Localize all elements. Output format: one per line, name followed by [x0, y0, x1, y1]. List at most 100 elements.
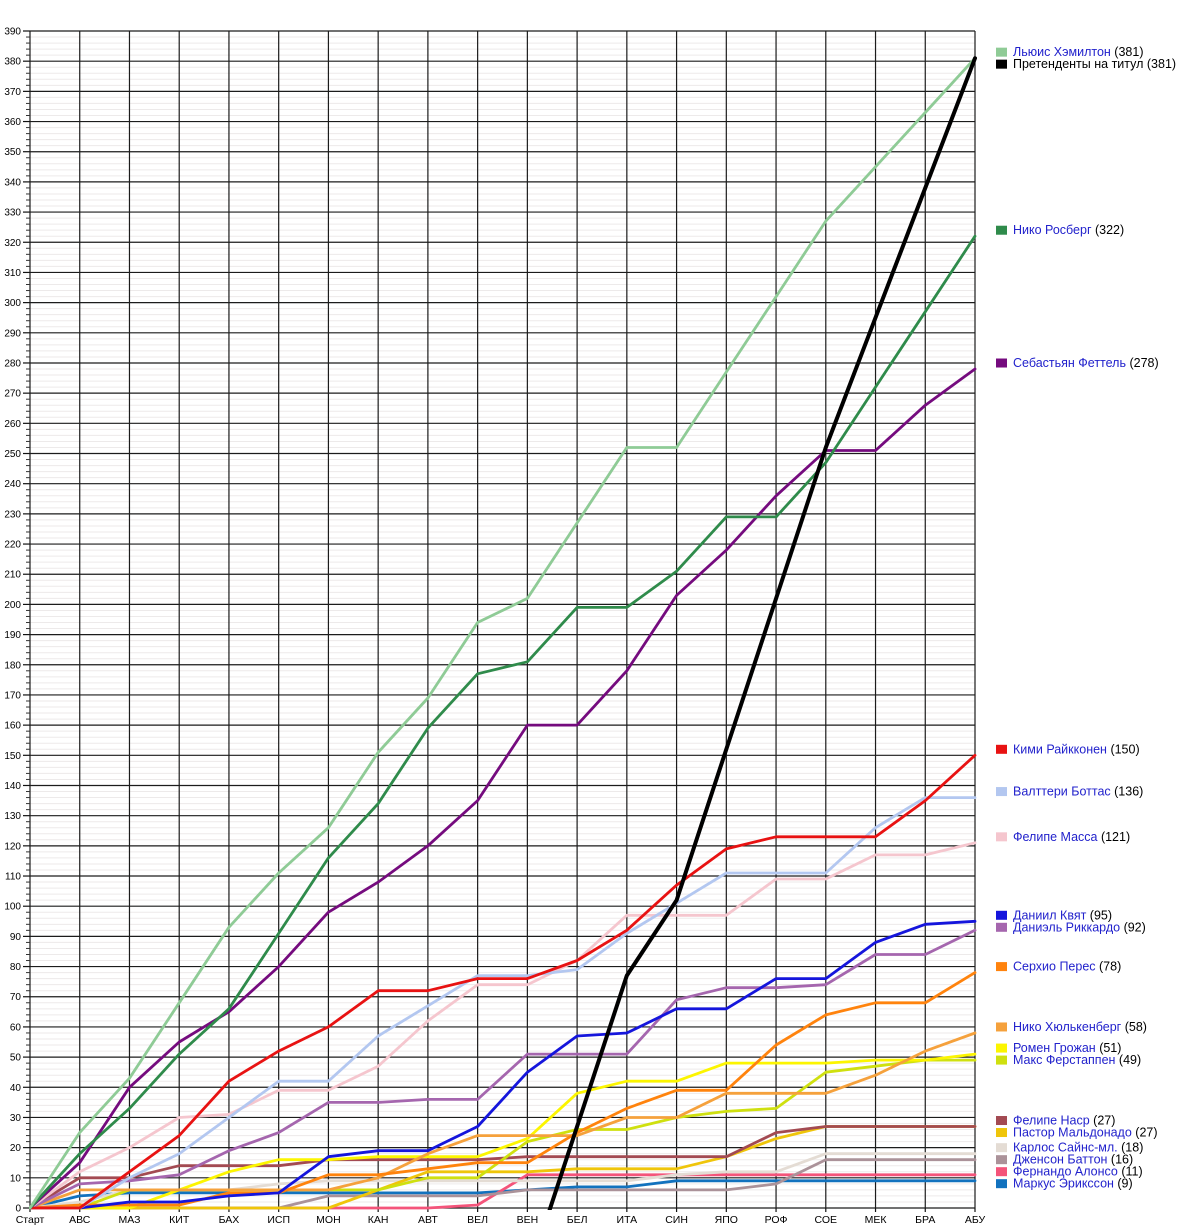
y-tick-label: 70 — [10, 992, 22, 1003]
y-tick-label: 80 — [10, 962, 22, 973]
legend-item: Фелипе Масса (121) — [996, 830, 1130, 844]
legend-driver-name: Претенденты на титул — [1013, 57, 1143, 71]
y-tick-label: 330 — [4, 208, 21, 219]
y-tick-label: 30 — [10, 1113, 22, 1124]
axis-labels: 0 10 20 30 40 50 60 70 80 90 100 110 120 130 140 150 160… — [4, 27, 985, 1227]
legend-label: Фелипе Наср (27) — [1013, 1114, 1115, 1128]
y-tick-label: 100 — [4, 902, 21, 913]
x-tick-label: ИСП — [267, 1214, 290, 1226]
legend-label: Ромен Грожан (51) — [1013, 1041, 1121, 1055]
x-tick-label: ВЕЛ — [467, 1214, 488, 1226]
legend-driver-name[interactable]: Кими Райкконен — [1013, 742, 1107, 756]
legend-swatch — [996, 47, 1007, 57]
legend-item: Серхио Перес (78) — [996, 960, 1121, 974]
legend-driver-name[interactable]: Карлос Сайнс-мл. — [1013, 1141, 1118, 1155]
y-tick-label: 190 — [4, 630, 21, 641]
x-tick-label: АБУ — [965, 1214, 986, 1226]
legend-driver-name[interactable]: Фелипе Наср — [1013, 1114, 1090, 1128]
legend-driver-name[interactable]: Валттери Боттас — [1013, 785, 1111, 799]
legend-driver-name[interactable]: Даниил Квят — [1013, 908, 1087, 922]
legend-swatch — [996, 59, 1007, 69]
y-tick-label: 120 — [4, 841, 21, 852]
legend-driver-name[interactable]: Даниэль Риккардо — [1013, 920, 1120, 934]
y-tick-label: 270 — [4, 389, 21, 400]
series-line-7 — [29, 919, 977, 1210]
legend-label: Карлос Сайнс-мл. (18) — [1013, 1141, 1143, 1155]
legend-driver-name[interactable]: Макс Ферстаппен — [1013, 1053, 1116, 1067]
legend-swatch — [996, 1179, 1007, 1189]
legend-points: (322) — [1092, 223, 1125, 237]
legend-label: Фелипе Масса (121) — [1013, 830, 1130, 844]
legend-item: Маркус Эрикссон (9) — [996, 1177, 1133, 1191]
x-tick-label: МАЗ — [118, 1214, 140, 1226]
legend-points: (136) — [1111, 785, 1144, 799]
legend-item: Пастор Мальдонадо (27) — [996, 1126, 1158, 1140]
legend-item: Претенденты на титул (381) — [996, 57, 1176, 71]
legend-points: (18) — [1118, 1141, 1144, 1155]
legend-driver-name[interactable]: Фернандо Алонсо — [1013, 1165, 1118, 1179]
legend-driver-name[interactable]: Фелипе Масса — [1013, 830, 1098, 844]
legend-points: (27) — [1090, 1114, 1116, 1128]
series-line-6 — [29, 841, 977, 1210]
y-tick-label: 90 — [10, 932, 22, 943]
y-tick-label: 110 — [5, 872, 21, 883]
legend-swatch — [996, 1143, 1007, 1153]
y-tick-label: 360 — [4, 117, 21, 128]
legend-driver-name[interactable]: Серхио Перес — [1013, 960, 1096, 974]
legend-item: Нико Хюлькенберг (58) — [996, 1020, 1147, 1034]
legend-driver-name[interactable]: Себастьян Феттель — [1013, 356, 1126, 370]
legend-swatch — [996, 1055, 1007, 1065]
legend-points: (58) — [1121, 1020, 1147, 1034]
legend-points: (95) — [1086, 908, 1112, 922]
series-line-11 — [29, 1052, 977, 1210]
legend-points: (92) — [1120, 920, 1146, 934]
legend-label: Макс Ферстаппен (49) — [1013, 1053, 1141, 1067]
x-tick-label: МЕК — [865, 1214, 888, 1226]
legend-points: (11) — [1118, 1165, 1143, 1179]
legend-driver-name[interactable]: Дженсон Баттон — [1013, 1153, 1108, 1167]
legend-driver-name[interactable]: Льюис Хэмилтон — [1013, 45, 1111, 59]
y-tick-label: 0 — [15, 1204, 21, 1215]
series-line-1 — [547, 56, 977, 1210]
legend-swatch — [996, 225, 1007, 235]
legend-item: Даниэль Риккардо (92) — [996, 920, 1146, 934]
series-line-4 — [29, 753, 977, 1210]
x-tick-label: КИТ — [169, 1214, 190, 1226]
legend-swatch — [996, 1128, 1007, 1138]
legend-driver-name[interactable]: Нико Росберг — [1013, 223, 1092, 237]
legend-item: Валттери Боттас (136) — [996, 785, 1143, 799]
legend-item: Макс Ферстаппен (49) — [996, 1053, 1141, 1067]
legend-driver-name[interactable]: Ромен Грожан — [1013, 1041, 1096, 1055]
y-tick-label: 300 — [4, 298, 21, 309]
legend-label: Нико Росберг (322) — [1013, 223, 1124, 237]
y-tick-label: 220 — [4, 540, 21, 551]
legend-swatch — [996, 787, 1007, 797]
legend-label: Дженсон Баттон (16) — [1013, 1153, 1133, 1167]
x-tick-label: Старт — [16, 1214, 45, 1226]
legend-label: Себастьян Феттель (278) — [1013, 356, 1159, 370]
y-tick-label: 320 — [4, 238, 21, 249]
x-tick-label: БРА — [915, 1214, 935, 1226]
legend-driver-name[interactable]: Маркус Эрикссон — [1013, 1177, 1114, 1191]
legend-driver-name[interactable]: Нико Хюлькенберг — [1013, 1020, 1122, 1034]
legend-label: Претенденты на титул (381) — [1013, 57, 1176, 71]
x-tick-label: РОФ — [765, 1214, 788, 1226]
y-tick-label: 130 — [4, 811, 21, 822]
series-line-0 — [29, 56, 977, 1210]
legend-label: Фернандо Алонсо (11) — [1013, 1165, 1143, 1179]
legend-points: (121) — [1097, 830, 1130, 844]
legend-item: Нико Росберг (322) — [996, 223, 1124, 237]
legend-swatch — [996, 744, 1007, 754]
legend-item: Льюис Хэмилтон (381) — [996, 45, 1143, 59]
y-tick-label: 370 — [4, 87, 21, 98]
legend-driver-name[interactable]: Пастор Мальдонадо — [1013, 1126, 1132, 1140]
legend-swatch — [996, 358, 1007, 368]
legend-item: Ромен Грожан (51) — [996, 1041, 1121, 1055]
legend-label: Кими Райкконен (150) — [1013, 742, 1140, 756]
legend-points: (9) — [1114, 1177, 1133, 1191]
legend-swatch — [996, 832, 1007, 842]
grid-minor — [30, 36, 975, 1203]
series-line-12 — [29, 1058, 977, 1210]
series-line-5 — [29, 796, 977, 1210]
